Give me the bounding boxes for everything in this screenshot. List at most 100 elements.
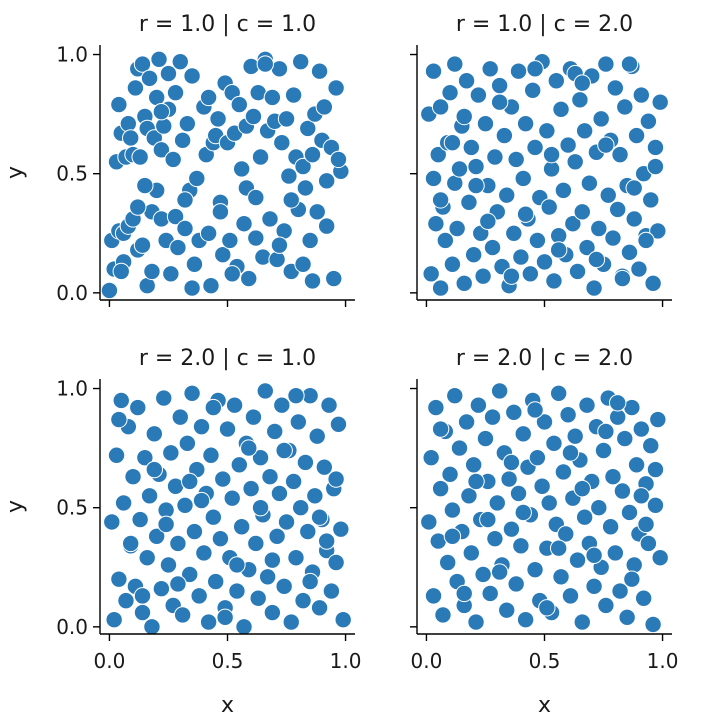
scatter-point <box>549 241 568 259</box>
x-tick-label: 0.5 <box>212 649 244 673</box>
scatter-point <box>538 122 556 140</box>
scatter-point <box>251 148 270 166</box>
y-tick-label: 0.5 <box>56 496 88 520</box>
x-tick-label: 0.0 <box>94 649 126 673</box>
scatter-point <box>131 148 149 166</box>
scatter-point <box>211 529 230 548</box>
scatter-point <box>192 417 211 436</box>
x-tick-label: 1.0 <box>330 649 362 673</box>
scatter-point <box>110 95 128 114</box>
scatter-point <box>299 522 317 541</box>
facet-panel-2: r = 1.0 | c = 2.0 <box>410 12 672 307</box>
scatter-point <box>273 396 291 414</box>
scatter-point <box>228 582 246 600</box>
scatter-point <box>464 246 483 264</box>
scatter-point <box>124 468 142 486</box>
scatter-point <box>261 210 279 228</box>
scatter-point <box>483 408 502 426</box>
scatter-point <box>590 219 608 238</box>
scatter-point <box>211 203 230 221</box>
scatter-point <box>159 556 178 574</box>
scatter-point <box>575 122 594 140</box>
panel-title: r = 2.0 | c = 2.0 <box>456 346 633 371</box>
scatter-points <box>420 52 669 297</box>
scatter-point <box>606 79 625 97</box>
scatter-point <box>185 522 204 541</box>
scatter-point <box>133 587 152 605</box>
scatter-point <box>512 537 530 555</box>
scatter-point <box>460 193 478 211</box>
scatter-point <box>578 238 596 257</box>
scatter-point <box>561 444 580 462</box>
scatter-point <box>613 269 632 288</box>
scatter-point <box>218 420 237 438</box>
scatter-point <box>188 169 206 188</box>
scatter-point <box>573 203 591 221</box>
scatter-point <box>334 611 352 629</box>
scatter-point <box>559 136 577 154</box>
scatter-point <box>438 553 457 572</box>
scatter-point <box>223 265 241 283</box>
scatter-points <box>100 50 350 300</box>
scatter-point <box>133 603 152 622</box>
scatter-point <box>528 448 547 467</box>
scatter-point <box>310 508 329 526</box>
scatter-point <box>275 441 293 460</box>
scatter-point <box>575 508 594 526</box>
scatter-point <box>627 456 646 474</box>
scatter-point <box>277 110 296 128</box>
scatter-point <box>242 479 260 498</box>
scatter-point <box>644 274 662 293</box>
scatter-point <box>268 250 286 269</box>
scatter-point <box>608 394 627 412</box>
scatter-point <box>646 496 665 515</box>
y-axis-label: y <box>3 166 28 179</box>
scatter-point <box>119 114 138 133</box>
scatter-point <box>169 575 187 593</box>
scatter-point <box>152 103 171 121</box>
scatter-point <box>488 494 506 512</box>
scatter-point <box>424 169 443 188</box>
scatter-point <box>169 238 187 257</box>
scatter-point <box>145 460 164 479</box>
scatter-point <box>282 191 300 209</box>
scatter-point <box>486 148 504 166</box>
scatter-point <box>450 160 469 178</box>
scatter-point <box>287 386 305 405</box>
scatter-point <box>632 420 651 438</box>
scatter-point <box>505 224 523 242</box>
scatter-point <box>469 396 488 414</box>
scatter-point <box>202 446 220 464</box>
scatter-point <box>291 52 310 71</box>
scatter-point <box>263 88 282 107</box>
scatter-point <box>625 556 643 574</box>
scatter-point <box>642 437 660 455</box>
scatter-point <box>247 229 265 247</box>
scatter-point <box>431 191 450 209</box>
scatter-point <box>308 203 326 221</box>
scatter-point <box>422 448 440 467</box>
scatter-point <box>601 518 620 536</box>
scatter-point <box>266 422 284 441</box>
scatter-point <box>289 413 308 431</box>
scatter-point <box>627 126 646 145</box>
scatter-point <box>606 544 625 562</box>
scatter-point <box>498 601 516 619</box>
scatter-point <box>507 150 525 169</box>
scatter-point <box>469 86 488 104</box>
scatter-point <box>424 587 443 605</box>
scatter-point <box>183 279 201 297</box>
scatter-point <box>639 534 658 553</box>
facet-panel-1: r = 1.0 | c = 1.0 0.0 0.5 1.0 y <box>3 12 355 307</box>
scatter-point <box>147 527 166 545</box>
scatter-point <box>620 503 639 522</box>
scatter-point <box>545 434 563 453</box>
scatter-point <box>166 207 185 226</box>
scatter-point <box>486 529 504 548</box>
scatter-point <box>263 551 282 569</box>
scatter-point <box>291 498 310 517</box>
scatter-point <box>457 72 476 90</box>
scatter-point <box>502 267 521 285</box>
scatter-point <box>164 150 182 169</box>
scatter-point <box>429 145 447 164</box>
